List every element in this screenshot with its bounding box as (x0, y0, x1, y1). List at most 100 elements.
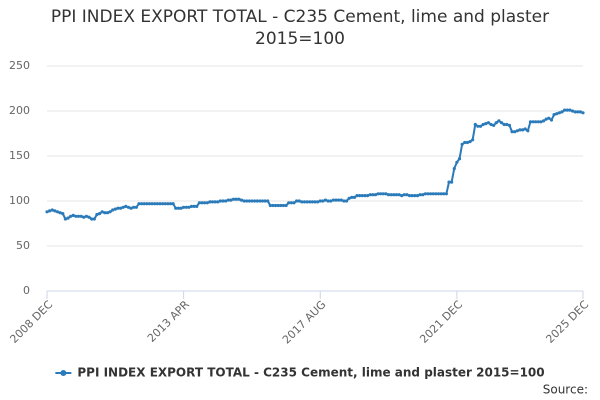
point (415, 194, 420, 198)
point (161, 202, 165, 206)
point (539, 120, 543, 124)
point (79, 214, 83, 218)
point (444, 192, 448, 196)
point (252, 199, 257, 203)
point (132, 205, 136, 209)
point (55, 210, 60, 214)
point (90, 217, 94, 221)
point (544, 117, 548, 121)
point (578, 110, 582, 114)
point (176, 206, 180, 210)
point (321, 199, 325, 203)
point (513, 130, 517, 134)
point (276, 203, 280, 208)
point (410, 194, 414, 198)
point (118, 206, 123, 210)
point (266, 199, 270, 203)
point (103, 211, 107, 215)
point (100, 210, 104, 214)
point (536, 120, 540, 124)
point (563, 108, 567, 112)
point (570, 109, 575, 113)
point (486, 121, 491, 125)
point (552, 113, 556, 117)
point (45, 210, 49, 214)
point (331, 198, 335, 202)
point (342, 199, 346, 203)
point (229, 198, 233, 202)
point (510, 130, 514, 134)
point (400, 194, 404, 198)
point (515, 129, 519, 133)
point (171, 202, 175, 206)
point (463, 140, 467, 145)
y-tick-label: 0 (23, 284, 30, 297)
point (507, 123, 512, 127)
point (305, 200, 309, 204)
y-tick-label: 150 (9, 149, 30, 162)
point (234, 197, 238, 201)
point (384, 192, 388, 196)
point (526, 129, 530, 133)
point (518, 128, 522, 132)
point (434, 192, 438, 196)
point (534, 120, 538, 124)
point (255, 199, 259, 203)
point (195, 204, 199, 208)
legend-label: PPI INDEX EXPORT TOTAL - C235 Cement, li… (77, 366, 544, 380)
point (153, 202, 157, 206)
point (447, 180, 451, 184)
point (84, 214, 89, 218)
point (313, 200, 317, 204)
point (58, 211, 62, 215)
point (92, 217, 96, 221)
point (442, 192, 446, 196)
point (355, 194, 359, 198)
point (258, 199, 262, 203)
point (457, 157, 462, 161)
point (478, 124, 483, 128)
point (418, 193, 422, 197)
point (242, 199, 246, 203)
point (371, 193, 375, 197)
point (279, 203, 283, 208)
point (431, 192, 435, 196)
point (50, 208, 54, 212)
point (308, 200, 312, 204)
point (124, 204, 128, 208)
point (197, 201, 201, 205)
point (168, 202, 173, 206)
point (179, 206, 183, 210)
point (210, 200, 215, 204)
point (381, 192, 385, 196)
point (200, 201, 204, 205)
point (53, 209, 57, 213)
point (97, 212, 102, 216)
point (489, 122, 493, 127)
point (239, 198, 244, 202)
point (439, 192, 443, 196)
point (541, 119, 546, 123)
point (502, 122, 506, 127)
point (182, 205, 186, 209)
point (531, 120, 535, 124)
point (352, 195, 357, 199)
point (126, 205, 131, 209)
point (568, 108, 572, 112)
x-tick-label: 2017 AUG (280, 298, 329, 347)
chart-title: PPI INDEX EXPORT TOTAL - C235 Cement, li… (50, 7, 550, 49)
point (473, 122, 477, 127)
point (105, 211, 110, 215)
point (421, 193, 425, 197)
point (289, 201, 293, 205)
point (455, 160, 459, 164)
point (429, 192, 433, 196)
point (74, 214, 78, 218)
point (363, 194, 367, 198)
point (218, 199, 223, 203)
point (139, 202, 144, 206)
point (48, 209, 52, 213)
point (87, 215, 91, 219)
